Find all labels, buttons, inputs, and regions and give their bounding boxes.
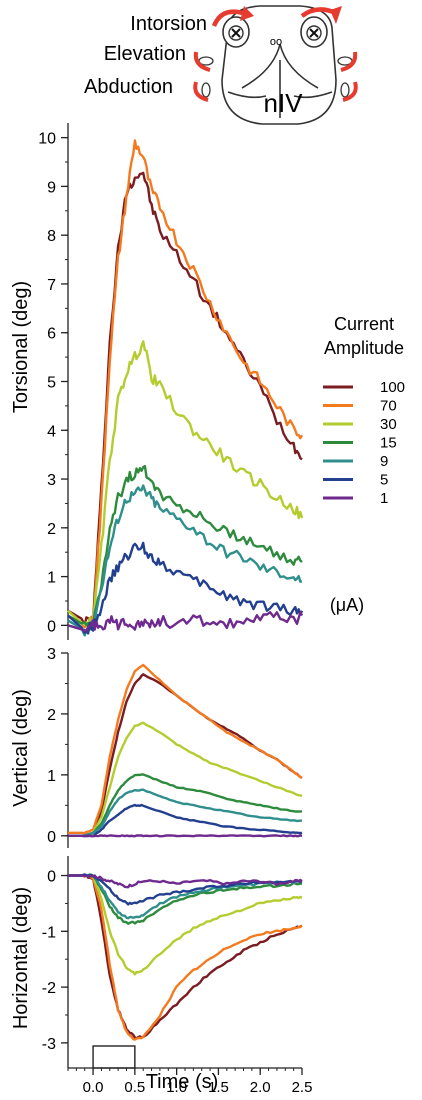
y-tick-label: 5 bbox=[47, 375, 56, 392]
series-line-15 bbox=[68, 873, 303, 925]
vertical-panel: 0 1 2 3 bbox=[47, 646, 303, 848]
y-tick-label: 0 bbox=[47, 829, 56, 846]
x-tick-label: 2.0 bbox=[250, 1079, 271, 1096]
series-line-15 bbox=[68, 773, 302, 837]
torsional-panel: 0 1 2 3 4 5 6 7 8 9 10 bbox=[38, 123, 304, 640]
y-tick-label: 0 bbox=[47, 869, 56, 886]
intorsion-arrowhead-right bbox=[330, 6, 342, 24]
x-tick-label: 0.0 bbox=[83, 1079, 104, 1096]
time-axis-title: Time (s) bbox=[146, 1071, 219, 1093]
series-line-5 bbox=[67, 541, 304, 635]
legend-label-100: 100 bbox=[380, 379, 405, 396]
horizontal-axis-title: Horizontal (deg) bbox=[10, 887, 32, 1029]
x-tick-label: 1.5 bbox=[208, 1079, 229, 1096]
series-line-5 bbox=[68, 803, 303, 838]
legend-label-70: 70 bbox=[380, 398, 397, 415]
series-line-30 bbox=[67, 340, 304, 630]
series-line-9 bbox=[67, 484, 303, 637]
y-tick-label: 9 bbox=[47, 179, 56, 196]
legend-label-1: 1 bbox=[380, 490, 388, 507]
nucleus-label: nIV bbox=[263, 88, 303, 118]
y-tick-label: 1 bbox=[47, 570, 56, 587]
abduction-label: Abduction bbox=[84, 76, 173, 98]
y-tick-label: -2 bbox=[42, 980, 56, 997]
series-line-70 bbox=[68, 663, 303, 835]
side-eye-icons bbox=[198, 56, 353, 98]
y-tick-label: 2 bbox=[47, 521, 56, 538]
series-line-9 bbox=[68, 788, 303, 837]
y-tick-label: 3 bbox=[47, 646, 56, 663]
legend-label-9: 9 bbox=[380, 453, 388, 470]
legend-title-line1: Current bbox=[334, 314, 394, 334]
elevation-abduction-arrows bbox=[193, 51, 358, 102]
series-line-70 bbox=[67, 139, 304, 629]
legend-label-15: 15 bbox=[380, 435, 397, 452]
nostril-marks: oo bbox=[270, 36, 282, 48]
y-tick-label: 10 bbox=[38, 131, 56, 148]
series-line-1 bbox=[67, 611, 304, 633]
y-tick-label: 0 bbox=[47, 618, 56, 635]
series-line-1 bbox=[68, 874, 303, 889]
legend-title-line2: Amplitude bbox=[324, 338, 404, 358]
y-tick-label: -3 bbox=[42, 1036, 56, 1053]
y-tick-label: 2 bbox=[47, 707, 56, 724]
y-tick-label: 8 bbox=[47, 228, 56, 245]
legend-unit: (μA) bbox=[330, 595, 364, 615]
left-eye-icon bbox=[222, 16, 250, 48]
horizontal-panel: 0 -1 -2 -3 0.0 0.5 1.0 1.5 2.0 2.5 bbox=[42, 856, 313, 1096]
y-tick-label: 1 bbox=[47, 768, 56, 785]
series-line-100 bbox=[67, 171, 303, 627]
series-line-30 bbox=[68, 873, 303, 976]
y-tick-label: 7 bbox=[47, 277, 56, 294]
legend-label-5: 5 bbox=[380, 472, 388, 489]
x-tick-label: 1.0 bbox=[166, 1079, 187, 1096]
series-line-30 bbox=[68, 721, 303, 838]
series-line-1 bbox=[68, 834, 303, 838]
vertical-axis-title: Vertical (deg) bbox=[10, 689, 32, 807]
stimulus-bar bbox=[92, 1045, 136, 1069]
y-tick-label: 3 bbox=[47, 472, 56, 489]
intorsion-arrowhead-left bbox=[240, 6, 254, 21]
torsional-axis-title: Torsional (deg) bbox=[10, 281, 32, 413]
legend-label-30: 30 bbox=[380, 416, 397, 433]
eye-movement-diagram: Intorsion Elevation Abduction oo nIV bbox=[84, 5, 358, 125]
series-line-70 bbox=[68, 874, 303, 1041]
elevation-label: Elevation bbox=[104, 43, 186, 65]
y-tick-label: 4 bbox=[47, 423, 56, 440]
intorsion-label: Intorsion bbox=[130, 13, 207, 35]
x-tick-label: 0.5 bbox=[124, 1079, 145, 1096]
y-tick-label: -1 bbox=[42, 924, 56, 941]
y-tick-label: 6 bbox=[47, 326, 56, 343]
x-tick-label: 2.5 bbox=[292, 1079, 313, 1096]
series-line-15 bbox=[67, 464, 303, 631]
series-line-100 bbox=[68, 873, 303, 1040]
right-eye-icon bbox=[300, 16, 328, 48]
